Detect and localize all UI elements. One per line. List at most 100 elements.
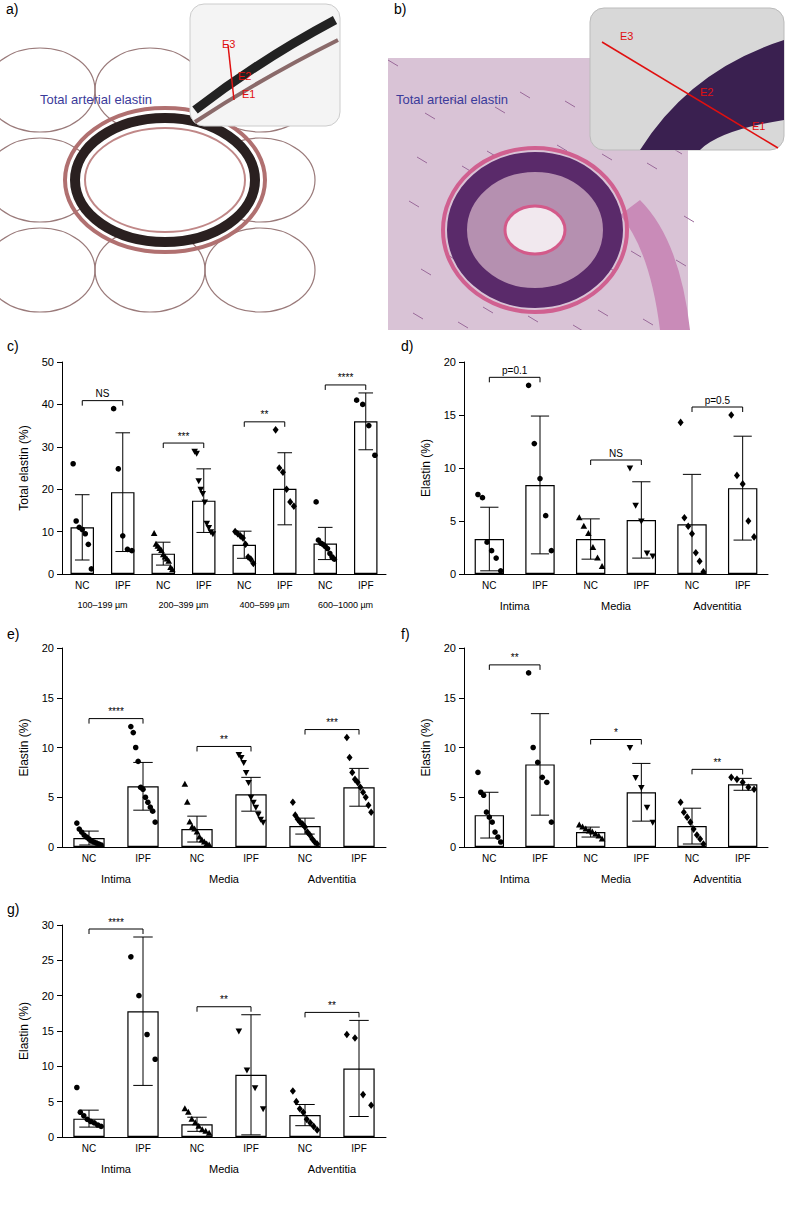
svg-text:NC: NC bbox=[482, 580, 496, 591]
svg-text:400–599 µm: 400–599 µm bbox=[239, 600, 289, 610]
svg-text:Elastin (%): Elastin (%) bbox=[17, 718, 31, 776]
svg-text:E2: E2 bbox=[700, 86, 713, 98]
svg-text:NC: NC bbox=[82, 853, 96, 864]
svg-text:20: 20 bbox=[444, 356, 456, 368]
svg-text:Intima: Intima bbox=[101, 1163, 132, 1175]
svg-text:IPF: IPF bbox=[532, 580, 548, 591]
svg-text:IPF: IPF bbox=[634, 853, 650, 864]
svg-text:15: 15 bbox=[444, 409, 456, 421]
svg-text:IPF: IPF bbox=[351, 853, 367, 864]
svg-text:NC: NC bbox=[190, 853, 204, 864]
svg-text:*: * bbox=[614, 727, 618, 738]
svg-text:IPF: IPF bbox=[735, 580, 751, 591]
svg-text:10: 10 bbox=[444, 742, 456, 754]
svg-text:****: **** bbox=[338, 372, 354, 383]
svg-text:c): c) bbox=[7, 338, 19, 354]
svg-text:NC: NC bbox=[685, 853, 699, 864]
svg-text:Elastin (%): Elastin (%) bbox=[17, 1002, 31, 1060]
svg-text:IPF: IPF bbox=[135, 1143, 151, 1154]
svg-text:Media: Media bbox=[209, 873, 240, 885]
svg-text:NC: NC bbox=[298, 853, 312, 864]
svg-text:a): a) bbox=[6, 1, 18, 17]
svg-text:d): d) bbox=[401, 338, 413, 354]
svg-text:IPF: IPF bbox=[358, 580, 374, 591]
svg-text:E1: E1 bbox=[752, 120, 765, 132]
svg-text:15: 15 bbox=[42, 1025, 54, 1037]
svg-text:NC: NC bbox=[82, 1143, 96, 1154]
svg-text:5: 5 bbox=[450, 515, 456, 527]
svg-text:0: 0 bbox=[48, 841, 54, 853]
svg-text:NC: NC bbox=[156, 580, 170, 591]
svg-text:0: 0 bbox=[450, 841, 456, 853]
svg-text:****: **** bbox=[108, 706, 124, 717]
svg-text:NC: NC bbox=[685, 580, 699, 591]
svg-text:IPF: IPF bbox=[735, 853, 751, 864]
svg-text:NC: NC bbox=[318, 580, 332, 591]
svg-text:b): b) bbox=[394, 1, 406, 17]
svg-text:E3: E3 bbox=[620, 30, 633, 42]
svg-text:**: ** bbox=[261, 409, 269, 420]
svg-text:40: 40 bbox=[42, 398, 54, 410]
svg-text:E1: E1 bbox=[242, 88, 255, 100]
svg-text:Adventitia: Adventitia bbox=[693, 600, 742, 612]
svg-text:**: ** bbox=[220, 994, 228, 1005]
svg-text:IPF: IPF bbox=[277, 580, 293, 591]
svg-text:20: 20 bbox=[42, 483, 54, 495]
svg-text:10: 10 bbox=[42, 1060, 54, 1072]
svg-text:Adventitia: Adventitia bbox=[308, 873, 357, 885]
svg-text:5: 5 bbox=[48, 791, 54, 803]
svg-text:600–1000 µm: 600–1000 µm bbox=[318, 600, 373, 610]
svg-text:Adventitia: Adventitia bbox=[308, 1163, 357, 1175]
svg-text:10: 10 bbox=[444, 462, 456, 474]
svg-text:50: 50 bbox=[42, 356, 54, 368]
svg-text:NC: NC bbox=[237, 580, 251, 591]
svg-text:IPF: IPF bbox=[243, 1143, 259, 1154]
svg-text:p=0.5: p=0.5 bbox=[705, 395, 731, 406]
svg-text:30: 30 bbox=[42, 441, 54, 453]
svg-text:15: 15 bbox=[444, 692, 456, 704]
svg-text:10: 10 bbox=[42, 742, 54, 754]
svg-text:20: 20 bbox=[444, 642, 456, 654]
svg-text:5: 5 bbox=[450, 791, 456, 803]
svg-text:0: 0 bbox=[450, 568, 456, 580]
svg-text:e): e) bbox=[7, 626, 19, 642]
svg-text:20: 20 bbox=[42, 642, 54, 654]
svg-text:**: ** bbox=[220, 734, 228, 745]
svg-text:Intima: Intima bbox=[500, 873, 531, 885]
svg-text:Media: Media bbox=[601, 873, 632, 885]
svg-text:NC: NC bbox=[583, 853, 597, 864]
svg-text:NS: NS bbox=[96, 388, 110, 399]
svg-text:****: **** bbox=[108, 917, 124, 928]
svg-text:Adventitia: Adventitia bbox=[693, 873, 742, 885]
svg-text:Elastin (%): Elastin (%) bbox=[419, 439, 433, 497]
svg-text:**: ** bbox=[511, 652, 519, 663]
svg-text:Total elastin (%): Total elastin (%) bbox=[17, 425, 31, 510]
svg-text:**: ** bbox=[713, 757, 721, 768]
svg-text:NC: NC bbox=[190, 1143, 204, 1154]
svg-text:IPF: IPF bbox=[634, 580, 650, 591]
svg-text:IPF: IPF bbox=[115, 580, 131, 591]
svg-text:***: *** bbox=[326, 717, 338, 728]
svg-text:NC: NC bbox=[583, 580, 597, 591]
svg-text:25: 25 bbox=[42, 954, 54, 966]
svg-text:p=0.1: p=0.1 bbox=[502, 365, 528, 376]
svg-text:0: 0 bbox=[48, 568, 54, 580]
svg-text:200–399 µm: 200–399 µm bbox=[158, 600, 208, 610]
svg-text:IPF: IPF bbox=[196, 580, 212, 591]
svg-text:f): f) bbox=[401, 626, 410, 642]
svg-text:NC: NC bbox=[298, 1143, 312, 1154]
svg-text:E2: E2 bbox=[238, 70, 251, 82]
svg-text:Intima: Intima bbox=[101, 873, 132, 885]
svg-text:***: *** bbox=[178, 431, 190, 442]
svg-text:IPF: IPF bbox=[532, 853, 548, 864]
svg-text:Media: Media bbox=[601, 600, 632, 612]
svg-text:Media: Media bbox=[209, 1163, 240, 1175]
svg-text:IPF: IPF bbox=[135, 853, 151, 864]
svg-text:Total arterial elastin: Total arterial elastin bbox=[396, 92, 508, 107]
svg-text:0: 0 bbox=[48, 1131, 54, 1143]
svg-text:Intima: Intima bbox=[500, 600, 531, 612]
svg-text:g): g) bbox=[7, 901, 19, 917]
svg-text:**: ** bbox=[328, 1000, 336, 1011]
svg-text:15: 15 bbox=[42, 692, 54, 704]
svg-text:10: 10 bbox=[42, 526, 54, 538]
